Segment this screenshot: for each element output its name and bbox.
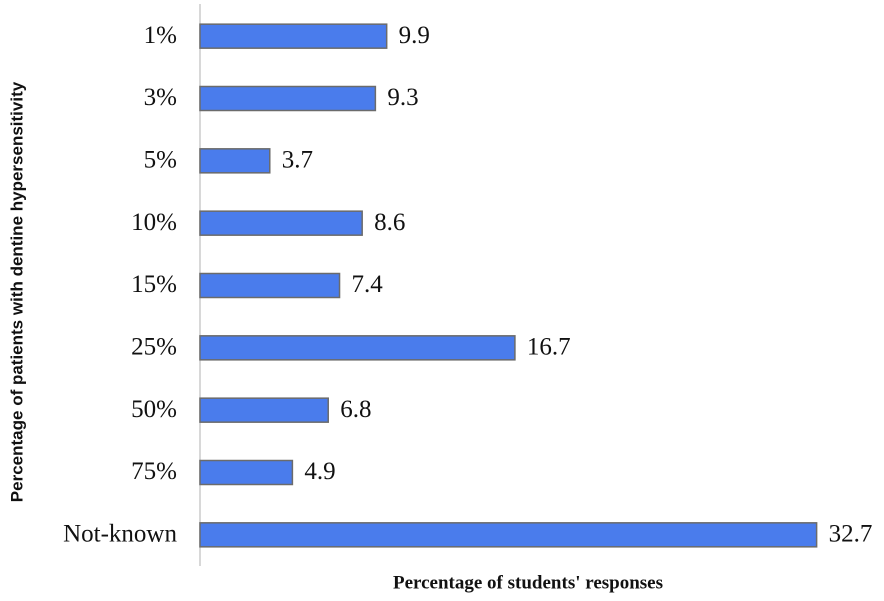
value-label: 32.7 xyxy=(829,521,873,548)
value-label: 16.7 xyxy=(527,334,571,361)
value-label: 6.8 xyxy=(340,396,371,423)
y-tick-label: 25% xyxy=(131,334,177,361)
bar xyxy=(199,210,363,236)
value-label: 8.6 xyxy=(374,209,405,236)
bar xyxy=(199,335,516,361)
bar xyxy=(199,459,294,486)
bar xyxy=(199,522,818,548)
y-axis-label: Percentage of patients with dentine hype… xyxy=(7,81,26,502)
value-label: 9.9 xyxy=(399,22,430,49)
y-tick-label: 75% xyxy=(131,458,177,485)
y-tick-label: 5% xyxy=(144,147,177,174)
bar xyxy=(199,397,329,423)
y-tick-label: Not-known xyxy=(63,521,177,548)
y-tick-label: 50% xyxy=(131,396,177,423)
bar xyxy=(199,85,377,112)
y-tick-label: 1% xyxy=(144,22,177,49)
x-axis-label: Percentage of students' responses xyxy=(393,572,663,593)
y-tick-label: 3% xyxy=(144,84,177,111)
bar xyxy=(199,23,388,49)
y-tick-label: 10% xyxy=(131,209,177,236)
value-label: 7.4 xyxy=(352,271,384,298)
bar xyxy=(199,148,271,174)
value-label: 4.9 xyxy=(304,458,335,485)
value-label: 9.3 xyxy=(387,84,418,111)
y-tick-label: 15% xyxy=(131,271,177,298)
bar xyxy=(199,272,341,299)
value-label: 3.7 xyxy=(282,147,313,174)
